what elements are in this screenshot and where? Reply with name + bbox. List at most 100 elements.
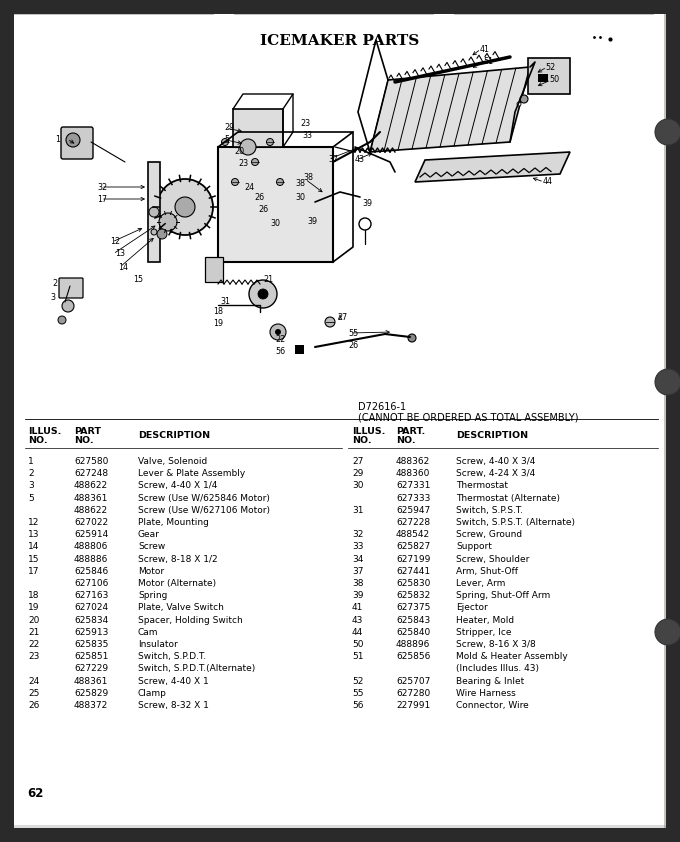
Text: 50: 50 <box>352 640 364 649</box>
Circle shape <box>240 139 256 155</box>
Bar <box>14 825 666 828</box>
Text: 24: 24 <box>244 183 254 191</box>
Text: Screw, 8-18 X 1/2: Screw, 8-18 X 1/2 <box>138 555 218 563</box>
Text: NO.: NO. <box>28 436 48 445</box>
Text: Spring: Spring <box>138 591 167 600</box>
Text: 12: 12 <box>28 518 39 527</box>
Text: 52: 52 <box>545 62 556 72</box>
Text: PART: PART <box>74 427 101 436</box>
Text: Spacer, Holding Switch: Spacer, Holding Switch <box>138 616 243 625</box>
Text: 488542: 488542 <box>396 530 430 539</box>
Text: Insulator: Insulator <box>138 640 177 649</box>
Text: Switch, S.P.D.T.(Alternate): Switch, S.P.D.T.(Alternate) <box>138 664 255 674</box>
Text: Spring, Shut-Off Arm: Spring, Shut-Off Arm <box>456 591 550 600</box>
Text: 625947: 625947 <box>396 506 430 514</box>
Circle shape <box>408 334 416 342</box>
Text: Arm, Shut-Off: Arm, Shut-Off <box>456 567 518 576</box>
Text: Mold & Heater Assembly: Mold & Heater Assembly <box>456 653 568 661</box>
Bar <box>205 257 223 282</box>
Text: PART.: PART. <box>396 427 425 436</box>
Text: Plate, Mounting: Plate, Mounting <box>138 518 209 527</box>
Text: 627333: 627333 <box>396 493 430 503</box>
Text: 627106: 627106 <box>74 579 108 588</box>
Circle shape <box>252 158 258 166</box>
Text: Connector, Wire: Connector, Wire <box>456 701 529 710</box>
Text: Plate, Valve Switch: Plate, Valve Switch <box>138 604 224 612</box>
Circle shape <box>249 280 277 308</box>
Text: NO.: NO. <box>74 436 94 445</box>
Circle shape <box>231 179 239 185</box>
Text: 50: 50 <box>549 76 559 84</box>
Text: Motor (Alternate): Motor (Alternate) <box>138 579 216 588</box>
Text: 39: 39 <box>352 591 364 600</box>
Text: 627228: 627228 <box>396 518 430 527</box>
Text: 625830: 625830 <box>396 579 430 588</box>
Text: 27: 27 <box>337 313 347 322</box>
Text: D72616-1: D72616-1 <box>358 402 406 412</box>
Bar <box>234 13 434 15</box>
Bar <box>538 74 548 82</box>
Text: 41: 41 <box>480 45 490 54</box>
Text: Thermostat (Alternate): Thermostat (Alternate) <box>456 493 560 503</box>
Text: 14: 14 <box>28 542 39 552</box>
Text: 56: 56 <box>275 348 285 356</box>
Text: 627163: 627163 <box>74 591 108 600</box>
Text: 625851: 625851 <box>74 653 108 661</box>
Text: ICEMAKER PARTS: ICEMAKER PARTS <box>260 34 420 48</box>
Text: 19: 19 <box>213 319 223 328</box>
Text: 1: 1 <box>55 135 60 143</box>
Polygon shape <box>415 152 570 182</box>
Text: 43: 43 <box>352 616 363 625</box>
Bar <box>295 345 304 354</box>
Text: 627331: 627331 <box>396 482 430 490</box>
Text: 25: 25 <box>28 689 39 698</box>
Text: 627580: 627580 <box>74 457 108 466</box>
Bar <box>233 109 283 147</box>
Text: 56: 56 <box>352 701 364 710</box>
Bar <box>0 828 680 842</box>
Text: 43: 43 <box>355 156 365 164</box>
Text: 27: 27 <box>352 457 363 466</box>
FancyBboxPatch shape <box>59 278 83 298</box>
Text: NO.: NO. <box>396 436 415 445</box>
Text: 38: 38 <box>303 173 313 182</box>
Text: 625843: 625843 <box>396 616 430 625</box>
Text: 627024: 627024 <box>74 604 108 612</box>
Text: 55: 55 <box>348 328 358 338</box>
Text: 33: 33 <box>352 542 364 552</box>
Text: 38: 38 <box>295 179 305 189</box>
Text: 625835: 625835 <box>74 640 108 649</box>
Text: 22: 22 <box>28 640 39 649</box>
Circle shape <box>157 179 213 235</box>
Text: 37: 37 <box>328 154 338 163</box>
Text: Screw: Screw <box>138 542 165 552</box>
Text: 32: 32 <box>352 530 363 539</box>
Text: 29: 29 <box>352 469 363 478</box>
Bar <box>454 13 654 15</box>
Circle shape <box>151 229 157 235</box>
Text: 488360: 488360 <box>396 469 430 478</box>
Text: 1: 1 <box>28 457 34 466</box>
Text: 488622: 488622 <box>74 506 108 514</box>
Text: Heater, Mold: Heater, Mold <box>456 616 514 625</box>
Text: 15: 15 <box>133 274 143 284</box>
Text: 23: 23 <box>238 159 248 168</box>
FancyBboxPatch shape <box>61 127 93 159</box>
Text: 21: 21 <box>263 275 273 285</box>
Text: Screw, 4-24 X 3/4: Screw, 4-24 X 3/4 <box>456 469 535 478</box>
Text: 23: 23 <box>300 120 310 129</box>
Text: 625913: 625913 <box>74 628 108 637</box>
Text: 15: 15 <box>28 555 39 563</box>
Text: Screw (Use W/627106 Motor): Screw (Use W/627106 Motor) <box>138 506 270 514</box>
Text: 18: 18 <box>28 591 39 600</box>
Text: 5: 5 <box>28 493 34 503</box>
Bar <box>666 0 680 842</box>
Text: 26: 26 <box>258 205 268 214</box>
Text: 3: 3 <box>50 292 55 301</box>
Text: Thermostat: Thermostat <box>456 482 508 490</box>
Text: 625856: 625856 <box>396 653 430 661</box>
Text: Cam: Cam <box>138 628 158 637</box>
Text: 20: 20 <box>234 147 244 157</box>
Circle shape <box>655 119 680 145</box>
Bar <box>0 0 680 14</box>
